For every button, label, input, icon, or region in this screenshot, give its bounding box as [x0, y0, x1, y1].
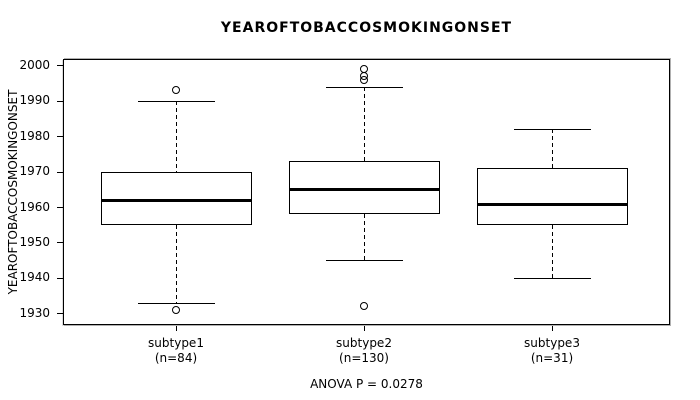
y-tick-label: 1930 [19, 305, 50, 320]
x-tick-mark [552, 326, 553, 331]
category-count: (n=84) [154, 351, 198, 365]
y-tick-label: 1950 [19, 234, 50, 249]
category-name: subtype2 [336, 336, 392, 350]
y-tick-label: 1940 [19, 270, 50, 285]
y-tick-mark [57, 65, 63, 67]
y-tick-mark [57, 242, 63, 244]
y-axis-label: YEAROFTOBACCOSMOKINGONSET [6, 89, 20, 295]
y-tick-mark [57, 277, 63, 279]
box-subtype2 [288, 161, 440, 215]
box-subtype3 [476, 168, 628, 225]
whisker-cap-lower [513, 277, 591, 279]
whisker-cap-lower [137, 302, 215, 304]
outlier-point [360, 302, 368, 311]
whisker-line-upper [175, 100, 177, 172]
y-tick-mark [57, 136, 63, 138]
category-label-subtype3: subtype3 (n=31) [492, 336, 612, 366]
box-subtype1 [100, 171, 252, 225]
plot-frame [63, 59, 670, 325]
whisker-cap-lower [325, 260, 403, 262]
y-tick-mark [57, 313, 63, 315]
y-tick-mark [57, 100, 63, 102]
median-line [476, 202, 628, 206]
y-tick-label: 1990 [19, 93, 50, 108]
category-name: subtype3 [524, 336, 580, 350]
whisker-cap-upper [137, 100, 215, 102]
whisker-cap-upper [325, 86, 403, 88]
category-label-subtype2: subtype2 (n=130) [304, 336, 424, 366]
outlier-point [360, 72, 368, 80]
outlier-point [360, 64, 368, 73]
y-tick-mark [57, 207, 63, 209]
category-label-subtype1: subtype1 (n=84) [116, 336, 236, 366]
y-tick-label: 1960 [19, 199, 50, 214]
anova-annotation: ANOVA P = 0.0278 [310, 377, 423, 391]
y-tick-label: 1980 [19, 128, 50, 143]
whisker-line-upper [363, 86, 365, 161]
whisker-line-lower [551, 224, 553, 278]
whisker-line-upper [551, 129, 553, 169]
median-line [100, 198, 252, 202]
x-tick-mark [176, 326, 177, 331]
chart-title: YEAROFTOBACCOSMOKINGONSET [220, 20, 513, 36]
category-name: subtype1 [148, 336, 204, 350]
outlier-point [172, 305, 180, 314]
whisker-cap-upper [513, 129, 591, 131]
outlier-point [172, 86, 180, 95]
whisker-line-lower [175, 224, 177, 303]
whisker-line-lower [363, 214, 365, 261]
category-count: (n=31) [530, 351, 574, 365]
x-tick-mark [364, 326, 365, 331]
category-count: (n=130) [339, 351, 389, 365]
y-tick-label: 2000 [19, 57, 50, 72]
median-line [288, 188, 440, 192]
y-tick-mark [57, 171, 63, 173]
y-tick-label: 1970 [19, 164, 50, 179]
